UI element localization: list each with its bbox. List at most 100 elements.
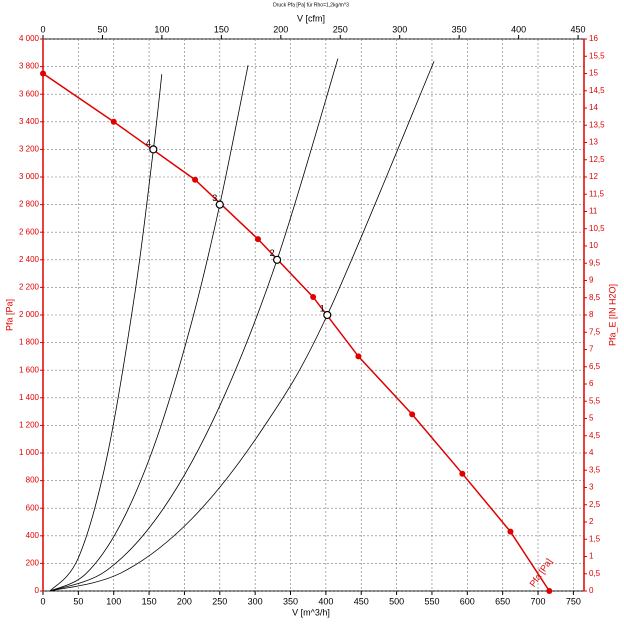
- y2-tick-label: 9,5: [589, 258, 601, 267]
- y2-tick-label: 4,5: [589, 431, 601, 440]
- x2-tick-label: 100: [154, 24, 169, 34]
- y2-tick-label: 6,5: [589, 362, 601, 371]
- y2-tick-label: 14: [589, 103, 598, 112]
- x-tick-label: 200: [177, 596, 192, 606]
- x2-axis-title: V [cfm]: [297, 13, 325, 23]
- y-tick-label: 2 200: [19, 283, 40, 292]
- y2-tick-label: 16: [589, 34, 598, 43]
- y-tick-label: 1 200: [19, 421, 40, 430]
- x-tick-label: 450: [354, 596, 369, 606]
- fan-point: [310, 294, 317, 301]
- operating-point: [149, 145, 158, 154]
- y2-tick-label: 5: [589, 414, 594, 423]
- operating-point: [215, 200, 224, 209]
- series-label: Pfa [Pa]: [528, 557, 555, 589]
- y-tick-label: 3 600: [19, 89, 40, 98]
- y2-tick-label: 4: [589, 448, 594, 457]
- x2-tick-label: 150: [214, 24, 229, 34]
- fan-point: [355, 353, 362, 360]
- x-tick-label: 0: [40, 596, 45, 606]
- fan-point: [192, 176, 199, 183]
- fan-curve: [42, 72, 550, 592]
- y-axis-title: Pfa [Pa]: [4, 299, 14, 331]
- y2-tick-label: 12,5: [589, 155, 605, 164]
- y2-tick-label: 15: [589, 69, 598, 78]
- system-curve: [49, 58, 339, 592]
- y-tick-label: 2 000: [19, 310, 40, 319]
- operating-point-label: 3: [212, 193, 217, 203]
- x2-tick-label: 200: [273, 24, 288, 34]
- x-tick-label: 150: [142, 596, 157, 606]
- operating-point-label: 1: [320, 303, 325, 313]
- x2-tick-label: 250: [333, 24, 348, 34]
- y2-axis-title: Pfa_E [IN H2O]: [607, 284, 617, 346]
- y-tick-label: 3 800: [19, 62, 40, 71]
- y2-tick-label: 1,5: [589, 534, 601, 543]
- y-tick-label: 400: [26, 531, 40, 540]
- y2-tick-label: 7,5: [589, 327, 601, 336]
- fan-point: [409, 411, 416, 418]
- y2-tick-label: 11,5: [589, 189, 605, 198]
- y2-tick-label: 5,5: [589, 396, 601, 405]
- y-tick-label: 4 000: [19, 34, 40, 43]
- y-tick-label: 1 600: [19, 365, 40, 374]
- x2-tick-label: 300: [392, 24, 407, 34]
- y2-tick-label: 8: [589, 310, 594, 319]
- y-tick-label: 1 400: [19, 393, 40, 402]
- chart-title: Druck Pfa [Pa] für Rho=1,2kg/m^3: [273, 2, 349, 8]
- y-tick-label: 1 800: [19, 338, 40, 347]
- operating-point: [323, 310, 332, 320]
- y-tick-label: 3 400: [19, 117, 40, 126]
- y2-tick-label: 15,5: [589, 51, 605, 60]
- operating-point-label: 2: [270, 248, 275, 258]
- y-tick-label: 3 000: [19, 172, 40, 181]
- y2-tick-label: 11: [589, 207, 598, 216]
- fan-point: [459, 470, 466, 477]
- operating-point-label: 4: [146, 138, 151, 148]
- x-tick-label: 250: [212, 596, 227, 606]
- y-tick-label: 0: [35, 586, 40, 595]
- y-tick-label: 600: [26, 503, 40, 512]
- x-tick-label: 300: [248, 596, 263, 606]
- x-tick-label: 750: [566, 596, 581, 606]
- fan-point: [507, 528, 514, 535]
- y2-tick-label: 12: [589, 172, 598, 181]
- y2-tick-label: 13,5: [589, 120, 605, 129]
- y-tick-label: 1 000: [19, 448, 40, 457]
- system-curve: [49, 74, 163, 592]
- fan-point: [40, 70, 46, 77]
- fan-point: [254, 236, 261, 243]
- y2-tick-label: 7: [589, 345, 594, 354]
- x-tick-label: 600: [460, 596, 475, 606]
- y2-tick-label: 0: [589, 586, 594, 595]
- x2-tick-label: 350: [452, 24, 467, 34]
- fan-point: [110, 118, 117, 125]
- y-tick-label: 800: [26, 476, 40, 485]
- x2-tick-label: 0: [40, 24, 45, 34]
- y-tick-label: 200: [26, 559, 40, 568]
- y2-tick-label: 2,5: [589, 500, 601, 509]
- y-tick-label: 2 600: [19, 227, 40, 236]
- x2-tick-label: 400: [511, 24, 526, 34]
- y2-tick-label: 6: [589, 379, 594, 388]
- x2-tick-label: 50: [97, 24, 107, 34]
- x-axis-title: V [m^3/h]: [292, 607, 330, 617]
- y2-tick-label: 8,5: [589, 293, 601, 302]
- y2-tick-label: 14,5: [589, 86, 605, 95]
- y2-tick-label: 13: [589, 138, 598, 147]
- y2-tick-label: 10,5: [589, 224, 605, 233]
- x-tick-label: 350: [283, 596, 298, 606]
- x2-tick-label: 450: [571, 24, 586, 34]
- y2-tick-label: 3: [589, 483, 594, 492]
- x-tick-label: 100: [106, 596, 121, 606]
- system-curve: [49, 61, 435, 592]
- x-tick-label: 400: [318, 596, 333, 606]
- y2-tick-label: 0,5: [589, 569, 601, 578]
- y2-tick-label: 10: [589, 241, 598, 250]
- x-tick-label: 550: [424, 596, 439, 606]
- y-tick-label: 2 400: [19, 255, 40, 264]
- y2-tick-label: 1: [589, 552, 594, 561]
- fan-point: [546, 588, 553, 594]
